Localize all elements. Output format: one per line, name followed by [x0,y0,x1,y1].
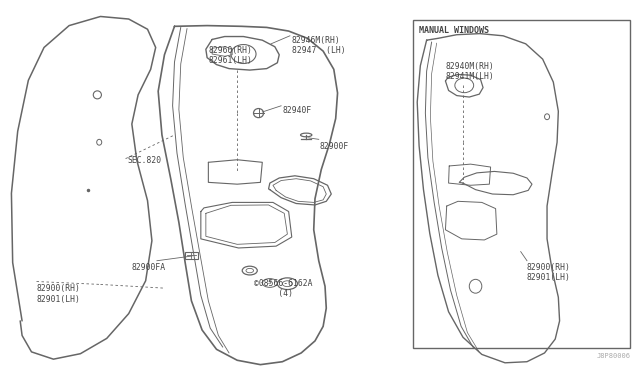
Text: 82900F: 82900F [320,142,349,151]
Text: ©08566-6162A
     (4): ©08566-6162A (4) [254,279,313,298]
Bar [413,20,630,348]
Text: 82946M(RH)
82947  (LH): 82946M(RH) 82947 (LH) [292,36,346,55]
Text: 82900FA: 82900FA [132,263,166,272]
Text: J8P80006: J8P80006 [596,353,630,359]
Text: SEC.820: SEC.820 [127,156,161,165]
Text: 82900(RH)
82901(LH): 82900(RH) 82901(LH) [36,285,81,304]
Text: 82940M(RH)
82941M(LH): 82940M(RH) 82941M(LH) [445,62,494,81]
Text: 82900(RH)
82901(LH): 82900(RH) 82901(LH) [527,263,571,282]
Text: 82940F: 82940F [282,106,312,115]
Text: 82960(RH)
82961(LH): 82960(RH) 82961(LH) [209,46,252,65]
Text: S: S [268,280,272,285]
Text: MANUAL WINDOWS: MANUAL WINDOWS [419,26,489,35]
Bar [185,252,198,259]
